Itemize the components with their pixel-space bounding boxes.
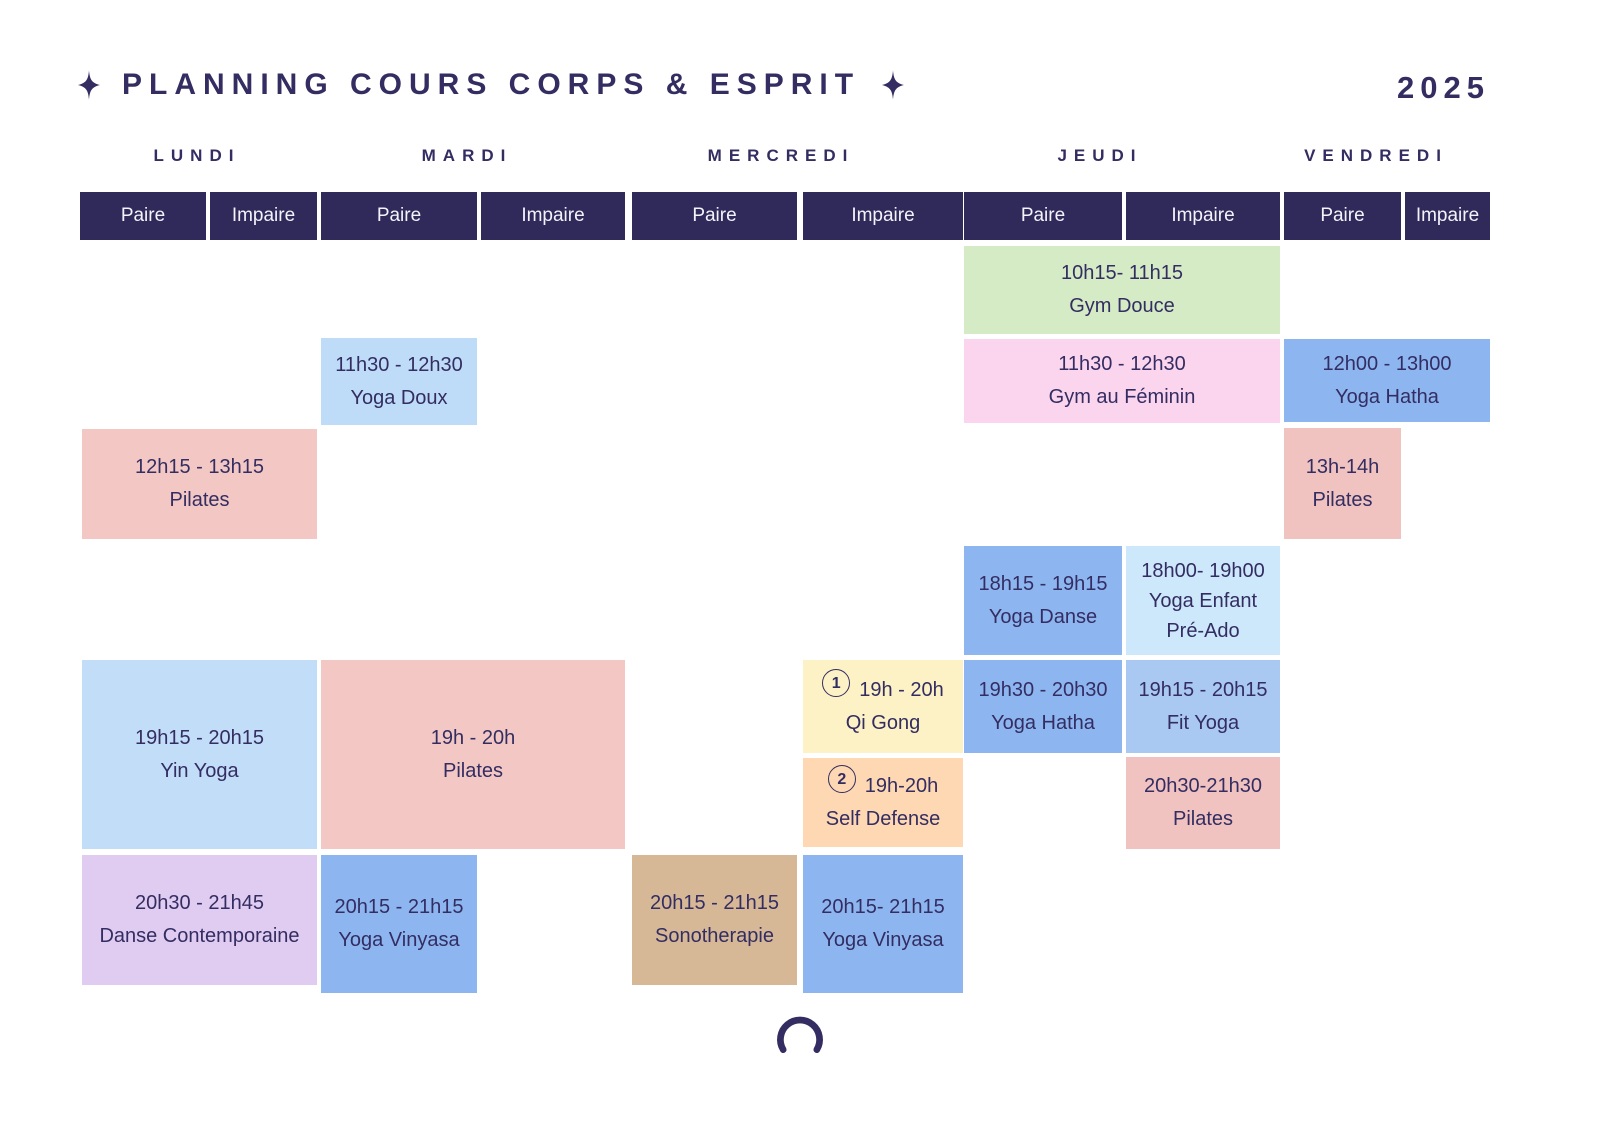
class-name: Yoga Hatha xyxy=(1335,385,1439,408)
class-name: Pilates xyxy=(442,759,504,782)
class-block-sonotherapie: 20h15 - 21h15 Sonotherapie xyxy=(632,855,797,985)
class-name-line2: Pré-Ado xyxy=(1166,619,1240,642)
class-block-danse-contemporaine: 20h30 - 21h45 Danse Contemporaine xyxy=(82,855,317,985)
class-time: 19h15 - 20h15 xyxy=(1138,678,1268,701)
sparkle-icon-left xyxy=(78,70,100,100)
day-label-lundi: LUNDI xyxy=(153,146,241,165)
class-name: Qi Gong xyxy=(845,711,921,734)
class-name: Self Defense xyxy=(825,807,941,830)
class-name: Fit Yoga xyxy=(1166,711,1240,734)
class-time: 20h30-21h30 xyxy=(1144,775,1262,797)
class-time: 12h00 - 13h00 xyxy=(1322,352,1452,375)
crescent-moon-icon xyxy=(777,1016,823,1054)
day-label-mardi: MARDI xyxy=(421,146,513,165)
class-time: 18h00- 19h00 xyxy=(1141,559,1265,582)
badge-number-2: 2 xyxy=(827,765,856,793)
class-block-yin-yoga: 19h15 - 20h15 Yin Yoga xyxy=(82,660,317,849)
class-time-row: 1 19h - 20h xyxy=(822,669,944,707)
class-time: 20h30 - 21h45 xyxy=(134,892,264,914)
class-time: 19h15 - 20h15 xyxy=(134,726,264,749)
class-time: 12h15 - 13h15 xyxy=(134,456,264,478)
class-name: Gym Douce xyxy=(1069,295,1175,317)
class-block-yoga-danse: 18h15 - 19h15 Yoga Danse xyxy=(964,546,1122,655)
class-time: 11h30 - 12h30 xyxy=(335,353,463,376)
class-block-yoga-doux: 11h30 - 12h30 Yoga Doux xyxy=(321,338,477,425)
class-time: 19h - 20h xyxy=(430,726,516,749)
class-name: Yoga Vinyasa xyxy=(822,929,944,951)
class-time: 18h15 - 19h15 xyxy=(978,572,1108,595)
class-time: 20h15- 21h15 xyxy=(821,896,945,918)
class-name: Yoga Hatha xyxy=(991,711,1095,734)
header-cell-lundi-impaire: Impaire xyxy=(210,192,317,240)
day-label-jeudi: JEUDI xyxy=(1057,146,1143,165)
class-time: 19h-20h xyxy=(864,774,939,797)
class-block-yoga-hatha-jeudi: 19h30 - 20h30 Yoga Hatha xyxy=(964,660,1122,753)
header-cell-vendredi-impaire: Impaire xyxy=(1405,192,1490,240)
class-block-fit-yoga: 19h15 - 20h15 Fit Yoga xyxy=(1126,660,1280,753)
class-block-pilates-jeudi: 20h30-21h30 Pilates xyxy=(1126,757,1280,849)
class-name: Danse Contemporaine xyxy=(99,925,300,947)
class-block-pilates-vendredi: 13h-14h Pilates xyxy=(1284,428,1401,539)
header-cell-jeudi-impaire: Impaire xyxy=(1126,192,1280,240)
header-cell-mercredi-paire: Paire xyxy=(632,192,797,240)
sparkle-icon-right xyxy=(882,70,905,100)
class-block-yoga-vinyasa-mardi: 20h15 - 21h15 Yoga Vinyasa xyxy=(321,855,477,993)
class-time: 19h30 - 20h30 xyxy=(978,678,1108,701)
class-block-yoga-hatha-vendredi: 12h00 - 13h00 Yoga Hatha xyxy=(1284,339,1490,422)
class-time: 11h30 - 12h30 xyxy=(1058,353,1186,375)
class-block-yoga-vinyasa-mercredi: 20h15- 21h15 Yoga Vinyasa xyxy=(803,855,963,993)
class-name: Yin Yoga xyxy=(160,759,239,782)
page-title: PLANNING COURS CORPS & ESPRIT xyxy=(122,68,861,101)
class-name: Sonotherapie xyxy=(655,925,774,947)
class-name: Yoga Danse xyxy=(988,605,1098,628)
class-block-gym-douce: 10h15- 11h15 Gym Douce xyxy=(964,246,1280,334)
class-name: Yoga Vinyasa xyxy=(338,929,460,951)
class-time: 13h-14h xyxy=(1305,455,1380,478)
class-time: 20h15 - 21h15 xyxy=(649,892,779,914)
class-name: Yoga Enfant xyxy=(1148,589,1258,612)
class-time-row: 2 19h-20h xyxy=(827,765,939,803)
class-name: Pilates xyxy=(169,489,230,511)
class-time: 10h15- 11h15 xyxy=(1061,262,1183,284)
class-time: 20h15 - 21h15 xyxy=(334,896,464,918)
class-name: Gym au Féminin xyxy=(1048,386,1196,408)
header-cell-mardi-paire: Paire xyxy=(321,192,477,240)
title-row: PLANNING COURS CORPS & ESPRIT xyxy=(78,68,905,102)
class-name: Yoga Doux xyxy=(350,386,448,409)
class-block-yoga-enfant-pre-ado: 18h00- 19h00 Yoga Enfant Pré-Ado xyxy=(1126,546,1280,655)
class-name: Pilates xyxy=(1172,808,1234,830)
header-cell-mercredi-impaire: Impaire xyxy=(803,192,963,240)
header-cell-jeudi-paire: Paire xyxy=(964,192,1122,240)
badge-number-1: 1 xyxy=(822,669,851,697)
class-block-gym-au-feminin: 11h30 - 12h30 Gym au Féminin xyxy=(964,339,1280,423)
class-time: 19h - 20h xyxy=(859,678,944,701)
header-cell-vendredi-paire: Paire xyxy=(1284,192,1401,240)
year-label: 2025 xyxy=(1397,70,1490,105)
header-cell-lundi-paire: Paire xyxy=(80,192,206,240)
day-label-vendredi: VENDREDI xyxy=(1304,146,1448,165)
header-cell-mardi-impaire: Impaire xyxy=(481,192,625,240)
class-block-qi-gong: 1 19h - 20h Qi Gong xyxy=(803,660,963,753)
class-block-pilates-mardi: 19h - 20h Pilates xyxy=(321,660,625,849)
class-name: Pilates xyxy=(1312,488,1373,511)
day-label-mercredi: MERCREDI xyxy=(707,146,855,165)
class-block-self-defense: 2 19h-20h Self Defense xyxy=(803,758,963,847)
class-block-pilates-lundi: 12h15 - 13h15 Pilates xyxy=(82,429,317,539)
